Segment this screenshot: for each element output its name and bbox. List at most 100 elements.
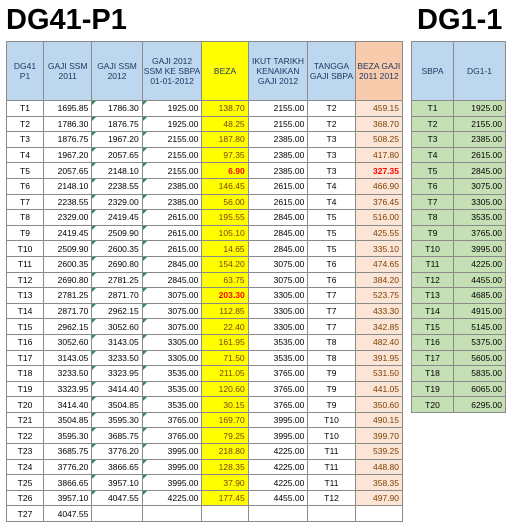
sbpa-cell-code: T19 [411, 380, 454, 398]
cell-gaji-2011: 2962.15 [43, 318, 93, 335]
cell-beza-gaji: 523.75 [354, 287, 404, 304]
header-gaji-sbpa: GAJI 2012 SSM KE SBPA 01-01-2012 [141, 41, 203, 101]
sbpa-cell-value: 6295.00 [453, 396, 506, 413]
cell-gaji-2011: 2871.70 [43, 302, 93, 320]
sbpa-cell-code: T2 [411, 115, 454, 133]
cell-gaji-2012: 3414.40 [91, 380, 143, 398]
sbpa-header-code: SBPA [411, 41, 454, 101]
cell-tangga-gaji: T9 [307, 396, 356, 413]
cell-gaji-2011: 3414.40 [43, 396, 93, 413]
cell-gaji-sbpa: 3305.00 [141, 349, 203, 367]
cell-gaji-2011: 3143.05 [43, 349, 93, 367]
cell-gaji-2011: 1695.85 [43, 100, 93, 117]
cell-beza: 56.00 [201, 193, 249, 211]
table-row: T12 2690.80 2781.25 2845.00 63.75 3075.00 T6 38… [5, 271, 404, 289]
cell-tangga-gaji: T7 [307, 302, 356, 320]
cell-beza: 187.80 [201, 131, 249, 148]
cell-beza: 79.25 [201, 427, 249, 445]
table-row: T5 2057.65 2148.10 2155.00 6.90 2385.00 T3 327.… [5, 162, 404, 179]
sbpa-cell-code: T9 [411, 224, 454, 242]
cell-ikut-tarikh: 3535.00 [247, 349, 309, 367]
sbpa-cell-code: T3 [411, 131, 454, 148]
sbpa-cell-code: T1 [411, 100, 454, 117]
cell-gaji-2011: 1876.75 [43, 131, 93, 148]
cell-gaji-2011: 3323.95 [43, 380, 93, 398]
cell-code: T23 [5, 443, 45, 460]
cell-gaji-2012: 3776.20 [91, 443, 143, 460]
table-row: T27 4047.55 [5, 505, 404, 522]
cell-beza-gaji: 531.50 [354, 365, 404, 382]
table-row: T18 3233.50 3323.95 3535.00 211.05 3765.00 T9 5… [5, 365, 404, 382]
sbpa-cell-value: 5835.00 [453, 365, 506, 382]
cell-beza: 112.85 [201, 302, 249, 320]
cell-ikut-tarikh: 2155.00 [247, 115, 309, 133]
cell-gaji-2012: 3957.10 [91, 474, 143, 491]
cell-gaji-2011: 2781.25 [43, 287, 93, 304]
sbpa-cell-code: T16 [411, 333, 454, 351]
sbpa-cell-value: 4685.00 [453, 287, 506, 304]
cell-gaji-sbpa: 3075.00 [141, 287, 203, 304]
cell-gaji-sbpa: 2385.00 [141, 193, 203, 211]
cell-gaji-2011: 1967.20 [43, 146, 93, 164]
cell-tangga-gaji: T3 [307, 146, 356, 164]
sbpa-row: T20 6295.00 [411, 396, 506, 413]
sbpa-row: T2 2155.00 [411, 115, 506, 133]
header-beza: BEZA [201, 41, 249, 101]
cell-gaji-2012: 2148.10 [91, 162, 143, 179]
sbpa-cell-value: 1925.00 [453, 100, 506, 117]
cell-code: T9 [5, 224, 45, 242]
sbpa-cell-code: T13 [411, 287, 454, 304]
cell-gaji-2012: 2238.55 [91, 177, 143, 195]
sbpa-row: T4 2615.00 [411, 146, 506, 164]
cell-gaji-sbpa: 3995.00 [141, 458, 203, 476]
cell-gaji-2011: 3595.30 [43, 427, 93, 445]
cell-tangga-gaji: T2 [307, 100, 356, 117]
cell-gaji-2012: 2329.00 [91, 193, 143, 211]
cell-code: T8 [5, 209, 45, 226]
salary-comparison-table: DG41 P1 GAJI SSM 2011 GAJI SSM 2012 GAJI… [5, 41, 404, 522]
sbpa-cell-value: 4915.00 [453, 302, 506, 320]
cell-code: T6 [5, 177, 45, 195]
cell-ikut-tarikh: 3995.00 [247, 427, 309, 445]
cell-beza-gaji: 539.25 [354, 443, 404, 460]
cell-beza-gaji: 441.05 [354, 380, 404, 398]
cell-beza-gaji: 482.40 [354, 333, 404, 351]
table-row: T16 3052.60 3143.05 3305.00 161.95 3535.00 T8 4… [5, 333, 404, 351]
table-row: T17 3143.05 3233.50 3305.00 71.50 3535.00 T8 39… [5, 349, 404, 367]
cell-beza-gaji: 342.85 [354, 318, 404, 335]
cell-beza-gaji: 459.15 [354, 100, 404, 117]
cell-ikut-tarikh: 4225.00 [247, 474, 309, 491]
cell-tangga-gaji: T7 [307, 287, 356, 304]
cell-gaji-2011: 3866.65 [43, 474, 93, 491]
cell-gaji-2012: 2057.65 [91, 146, 143, 164]
cell-ikut-tarikh: 3535.00 [247, 333, 309, 351]
cell-tangga-gaji: T12 [307, 489, 356, 507]
sbpa-cell-code: T18 [411, 365, 454, 382]
cell-code: T25 [5, 474, 45, 491]
table-header-row: DG41 P1 GAJI SSM 2011 GAJI SSM 2012 GAJI… [5, 41, 404, 101]
sbpa-row: T17 5605.00 [411, 349, 506, 367]
cell-gaji-sbpa: 2615.00 [141, 240, 203, 257]
cell-gaji-sbpa: 2155.00 [141, 162, 203, 179]
cell-gaji-2012: 2781.25 [91, 271, 143, 289]
table-row: T22 3595.30 3685.75 3765.00 79.25 3995.00 T10 3… [5, 427, 404, 445]
cell-code: T18 [5, 365, 45, 382]
cell-beza: 48.25 [201, 115, 249, 133]
cell-beza-gaji: 508.25 [354, 131, 404, 148]
sbpa-cell-code: T4 [411, 146, 454, 164]
cell-gaji-2012: 3595.30 [91, 411, 143, 429]
sbpa-table: SBPA DG1-1 T1 1925.00 T2 2155.00 T3 2385.00 T4… [411, 41, 506, 413]
sbpa-cell-value: 3305.00 [453, 193, 506, 211]
table-row: T6 2148.10 2238.55 2385.00 146.45 2615.00 T4 46… [5, 177, 404, 195]
cell-gaji-2012: 3233.50 [91, 349, 143, 367]
cell-gaji-2012: 2509.90 [91, 224, 143, 242]
cell-tangga-gaji: T9 [307, 365, 356, 382]
sbpa-cell-value: 4455.00 [453, 271, 506, 289]
cell-beza: 22.40 [201, 318, 249, 335]
cell-beza-gaji: 384.20 [354, 271, 404, 289]
cell-beza: 177.45 [201, 489, 249, 507]
cell-beza-gaji: 466.90 [354, 177, 404, 195]
cell-gaji-2011: 3504.85 [43, 411, 93, 429]
sbpa-cell-value: 3765.00 [453, 224, 506, 242]
cell-beza: 6.90 [201, 162, 249, 179]
